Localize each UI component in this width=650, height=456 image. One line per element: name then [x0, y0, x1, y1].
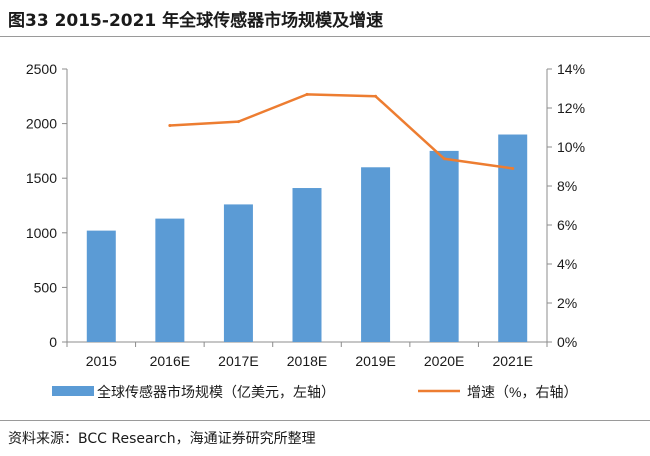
growth-point — [168, 124, 172, 128]
source-divider — [0, 420, 650, 421]
y-left-tick-label: 500 — [34, 279, 58, 295]
x-tick-label: 2017E — [218, 353, 258, 369]
bar — [361, 167, 391, 342]
x-tick-label: 2020E — [424, 353, 464, 369]
y-left-tick-label: 1500 — [26, 170, 57, 186]
legend-bar-label: 全球传感器市场规模（亿美元，左轴） — [97, 384, 335, 400]
growth-point — [374, 94, 378, 98]
growth-line — [169, 93, 513, 170]
x-tick-label: 2015 — [86, 353, 117, 369]
y-right-tick-label: 12% — [557, 100, 585, 116]
growth-point — [511, 166, 515, 170]
bar — [429, 150, 459, 342]
growth-point — [305, 92, 309, 96]
title-divider — [0, 36, 650, 37]
x-tick-label: 2019E — [355, 353, 395, 369]
bar — [292, 188, 322, 342]
chart-title: 图33 2015-2021 年全球传感器市场规模及增速 — [8, 11, 384, 31]
source-note: 资料来源：BCC Research，海通证券研究所整理 — [8, 431, 316, 447]
y-left-tick-label: 1000 — [26, 225, 57, 241]
x-tick-label: 2018E — [287, 353, 327, 369]
bar — [223, 204, 253, 342]
bar — [155, 218, 185, 342]
y-right-tick-label: 6% — [557, 217, 577, 233]
y-left-tick-label: 2000 — [26, 116, 57, 132]
y-right-tick-label: 8% — [557, 178, 577, 194]
bar — [498, 134, 528, 342]
x-tick-label: 2021E — [492, 353, 532, 369]
growth-point — [236, 120, 240, 124]
y-right-tick-label: 10% — [557, 139, 585, 155]
y-right-tick-label: 14% — [557, 61, 585, 77]
bar — [86, 230, 116, 342]
legend-line-label: 增速（%，右轴） — [467, 384, 577, 400]
y-right-tick-label: 0% — [557, 334, 577, 350]
y-right-tick-label: 2% — [557, 295, 577, 311]
chart: 0 500 1000 1500 2000 2500 0% 2% 4% 6% 8% 10% 12% 14% 2… — [26, 61, 585, 400]
y-left-tick-label: 2500 — [26, 61, 57, 77]
x-tick-label: 2016E — [150, 353, 190, 369]
y-left-tick-label: 0 — [49, 334, 57, 350]
y-right-tick-label: 4% — [557, 256, 577, 272]
growth-point — [442, 157, 446, 161]
legend-bar-swatch — [52, 386, 94, 396]
